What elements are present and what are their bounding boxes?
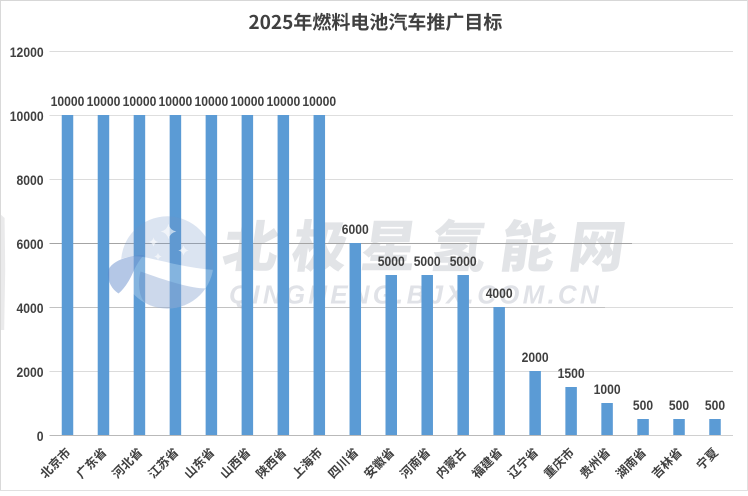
svg-text:4000: 4000	[486, 285, 513, 301]
svg-text:4000: 4000	[17, 300, 44, 316]
svg-text:5000: 5000	[414, 253, 441, 269]
svg-text:10000: 10000	[51, 93, 85, 109]
svg-text:8000: 8000	[17, 172, 44, 188]
svg-text:5000: 5000	[378, 253, 405, 269]
svg-text:2000: 2000	[522, 349, 549, 365]
svg-text:10000: 10000	[87, 93, 121, 109]
svg-text:500: 500	[669, 397, 689, 413]
svg-text:500: 500	[705, 397, 725, 413]
svg-text:10000: 10000	[231, 93, 265, 109]
svg-text:10000: 10000	[123, 93, 157, 109]
svg-text:2000: 2000	[17, 364, 44, 380]
svg-text:10000: 10000	[267, 93, 301, 109]
svg-text:6000: 6000	[342, 221, 369, 237]
svg-text:500: 500	[633, 397, 653, 413]
svg-text:10000: 10000	[302, 93, 336, 109]
svg-text:12000: 12000	[10, 44, 44, 60]
svg-text:10000: 10000	[159, 93, 193, 109]
svg-text:5000: 5000	[450, 253, 477, 269]
svg-text:6000: 6000	[17, 236, 44, 252]
svg-text:10000: 10000	[195, 93, 229, 109]
svg-text:1000: 1000	[594, 381, 621, 397]
svg-text:1500: 1500	[558, 365, 585, 381]
svg-text:0: 0	[37, 428, 44, 444]
svg-text:10000: 10000	[10, 108, 44, 124]
svg-text:QINGNENG.BJX.COM.CN: QINGNENG.BJX.COM.CN	[229, 280, 602, 310]
